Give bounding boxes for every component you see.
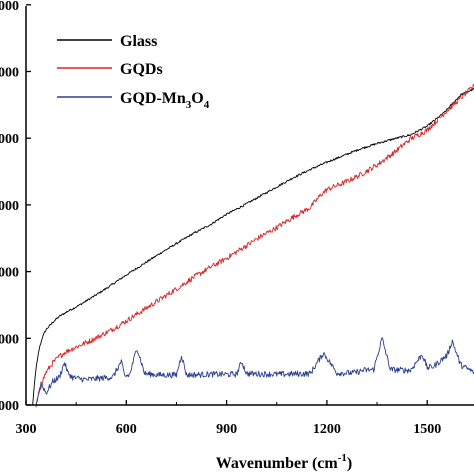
x-tick-label: 600 — [116, 422, 137, 437]
x-tick-label: 900 — [216, 422, 237, 437]
legend: Glass GQDs GQD-Mn3O4 — [57, 33, 210, 111]
legend-label-2: GQDs — [120, 61, 163, 78]
y-tick-label: 000 — [0, 0, 19, 14]
x-axis-title: Wavenumber (cm-1) — [216, 452, 352, 472]
series-line-1 — [32, 87, 474, 405]
x-axis: 300 600 900 1200 1500 — [16, 400, 441, 437]
y-tick-label: 000 — [0, 199, 19, 214]
x-tick-label: 1500 — [413, 422, 441, 437]
y-tick-label: 000 — [0, 332, 19, 347]
x-tick-label: 1200 — [313, 422, 341, 437]
y-axis: 000 000 000 000 000 000 000 — [0, 0, 31, 414]
legend-label-3: GQD-Mn3O4 — [120, 90, 210, 111]
plot-area — [32, 83, 474, 408]
series-line-3 — [35, 337, 474, 408]
y-tick-label: 000 — [0, 266, 19, 281]
plot-frame — [25, 6, 474, 406]
series-line-2 — [35, 83, 474, 404]
y-tick-label: 000 — [0, 132, 19, 147]
y-tick-label: 000 — [0, 399, 19, 414]
y-tick-label: 000 — [0, 66, 19, 81]
legend-label-1: Glass — [120, 33, 157, 50]
x-tick-label: 300 — [16, 422, 37, 437]
